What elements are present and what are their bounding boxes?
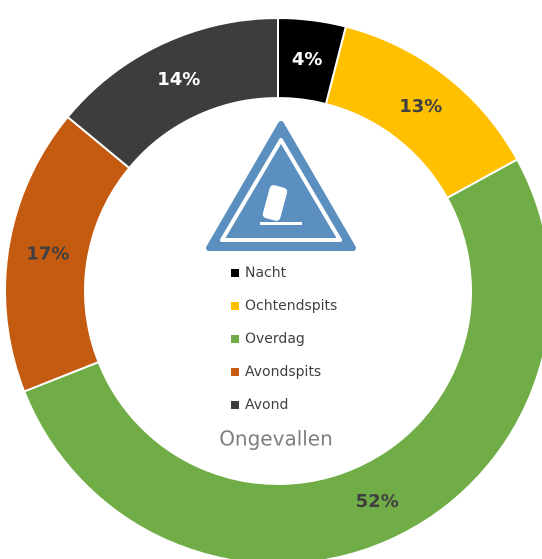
- donut-segment: [22, 158, 542, 559]
- legend-label: Avondspits: [245, 364, 321, 380]
- legend-label: Avond: [245, 397, 288, 413]
- legend-label: Ochtendspits: [245, 298, 337, 314]
- legend-swatch: [231, 401, 239, 409]
- data-label: 14%: [157, 69, 200, 90]
- data-label: 4%: [292, 49, 323, 70]
- legend-swatch: [231, 368, 239, 376]
- data-label: 17%: [26, 244, 69, 265]
- data-label: 13%: [399, 96, 442, 117]
- donut-segment: [66, 16, 279, 170]
- legend-swatch: [231, 269, 239, 277]
- legend-swatch: [231, 335, 239, 343]
- data-label: 52%: [356, 491, 399, 512]
- warning-icon: [206, 121, 356, 251]
- legend-label: Overdag: [245, 331, 305, 347]
- legend-swatch: [231, 302, 239, 310]
- chart-title: Ongevallen: [219, 427, 333, 451]
- legend-label: Nacht: [245, 265, 287, 281]
